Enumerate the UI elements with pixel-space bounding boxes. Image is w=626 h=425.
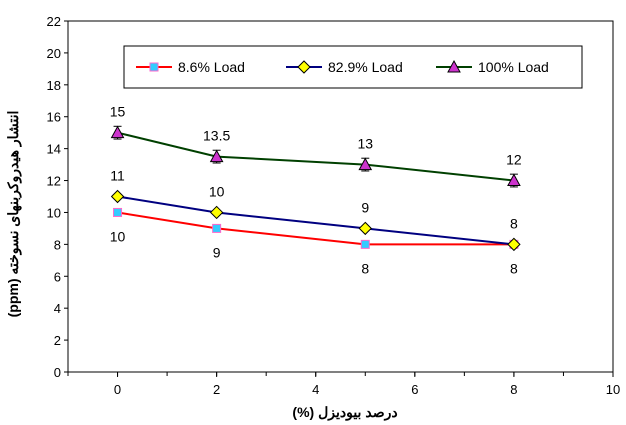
x-tick-label: 4 — [312, 382, 319, 397]
legend-entry-1: 82.9% Load — [286, 59, 403, 75]
legend-entry-2: 100% Load — [436, 59, 549, 75]
plot-area-frame — [67, 20, 614, 373]
data-label: 13.5 — [203, 128, 230, 144]
y-axis-label: انتشار هیدروکربنهای نسوخته (ppm) — [5, 111, 22, 318]
x-tick-label: 8 — [510, 382, 517, 397]
y-tick-label: 20 — [47, 46, 61, 61]
legend-label: 100% Load — [478, 59, 549, 75]
y-tick-label: 2 — [54, 333, 61, 348]
series-layer: 10 9 8 8 11 10 9 8 15 13.5 13 12 — [110, 104, 522, 277]
legend-label: 82.9% Load — [328, 59, 403, 75]
data-label: 8 — [361, 260, 369, 276]
data-label: 9 — [361, 199, 369, 215]
legend-box — [123, 45, 583, 89]
x-tick-label: 10 — [606, 382, 620, 397]
marker-square — [113, 207, 123, 217]
axes: 0 2 4 6 8 10 12 14 16 18 20 22 0 2 4 6 8 10 — [47, 14, 621, 397]
marker-square — [212, 223, 222, 233]
y-tick-label: 4 — [54, 301, 61, 316]
y-tick-label: 8 — [54, 237, 61, 252]
y-tick-label: 14 — [47, 142, 61, 157]
marker-triangle — [209, 149, 224, 163]
y-tick-label: 18 — [47, 78, 61, 93]
series-line — [117, 131, 515, 182]
marker-square — [360, 239, 370, 249]
series-line — [117, 211, 514, 246]
data-label: 8 — [510, 215, 518, 231]
x-tick-label: 0 — [114, 382, 121, 397]
marker-diamond — [297, 60, 311, 74]
x-axis-label: درصد بیودیزل (%) — [292, 404, 397, 421]
x-tick-label: 6 — [411, 382, 418, 397]
y-tick-label: 6 — [54, 269, 61, 284]
series-line — [117, 195, 515, 246]
y-tick-label: 22 — [47, 14, 61, 29]
marker-diamond — [358, 221, 372, 236]
series-0: 10 9 8 8 — [110, 207, 519, 276]
series-2: 15 13.5 13 12 — [110, 104, 522, 188]
y-tick-label: 16 — [47, 110, 61, 125]
y-tick-label: 10 — [47, 205, 61, 220]
marker-diamond — [507, 237, 521, 252]
data-label: 11 — [110, 168, 125, 184]
marker-square — [149, 62, 159, 72]
y-tick-label: 12 — [47, 174, 61, 189]
marker-triangle — [110, 125, 125, 139]
y-tick-label: 0 — [54, 365, 61, 380]
data-label: 12 — [506, 152, 522, 168]
legend-label: 8.6% Load — [178, 59, 245, 75]
marker-diamond — [209, 205, 224, 220]
data-label: 15 — [110, 104, 126, 120]
data-label: 9 — [213, 244, 221, 260]
series-1: 11 10 9 8 — [110, 168, 521, 252]
x-tick-label: 2 — [213, 382, 220, 397]
marker-triangle — [358, 157, 373, 171]
data-label: 8 — [510, 260, 518, 276]
data-label: 10 — [110, 228, 126, 244]
marker-triangle — [507, 173, 521, 187]
data-label: 13 — [357, 136, 373, 152]
data-label: 10 — [209, 183, 225, 199]
marker-diamond — [110, 189, 125, 204]
marker-triangle — [447, 59, 461, 73]
legend-entry-0: 8.6% Load — [136, 59, 245, 75]
legend: 8.6% Load 82.9% Load 100% Load — [123, 45, 583, 89]
